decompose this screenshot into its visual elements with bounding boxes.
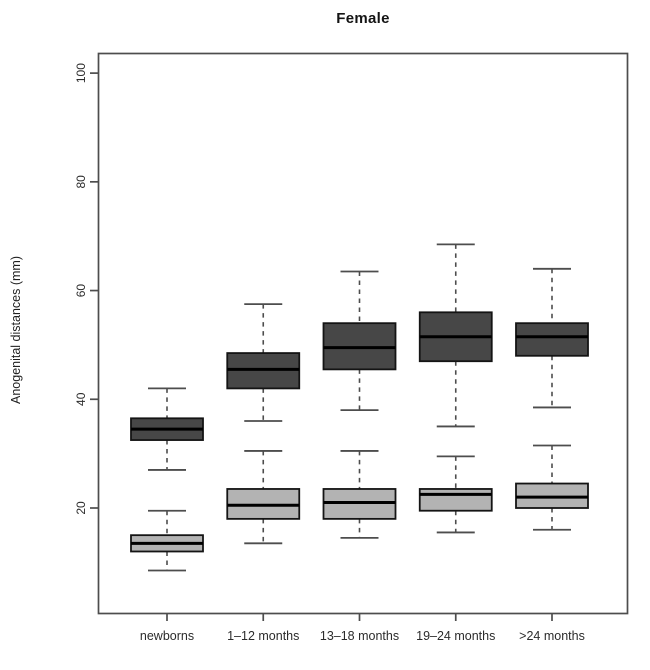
y-tick-label: 20 [74,501,88,515]
x-tick-label: >24 months [519,629,585,643]
x-tick-label: newborns [140,629,194,643]
y-tick-label: 40 [74,392,88,406]
iqr-box-lower-light-3 [418,488,493,512]
x-tick-label: 19–24 months [416,629,495,643]
iqr-box-upper-dark-4 [515,322,589,357]
chart-title: Female [336,10,390,27]
y-tick-label: 60 [74,284,88,298]
plot-frame [97,52,629,615]
x-tick-label: 1–12 months [227,629,299,643]
x-tick-label: 13–18 months [320,629,399,643]
y-tick-label: 80 [74,175,88,189]
y-tick-label: 100 [74,63,88,83]
